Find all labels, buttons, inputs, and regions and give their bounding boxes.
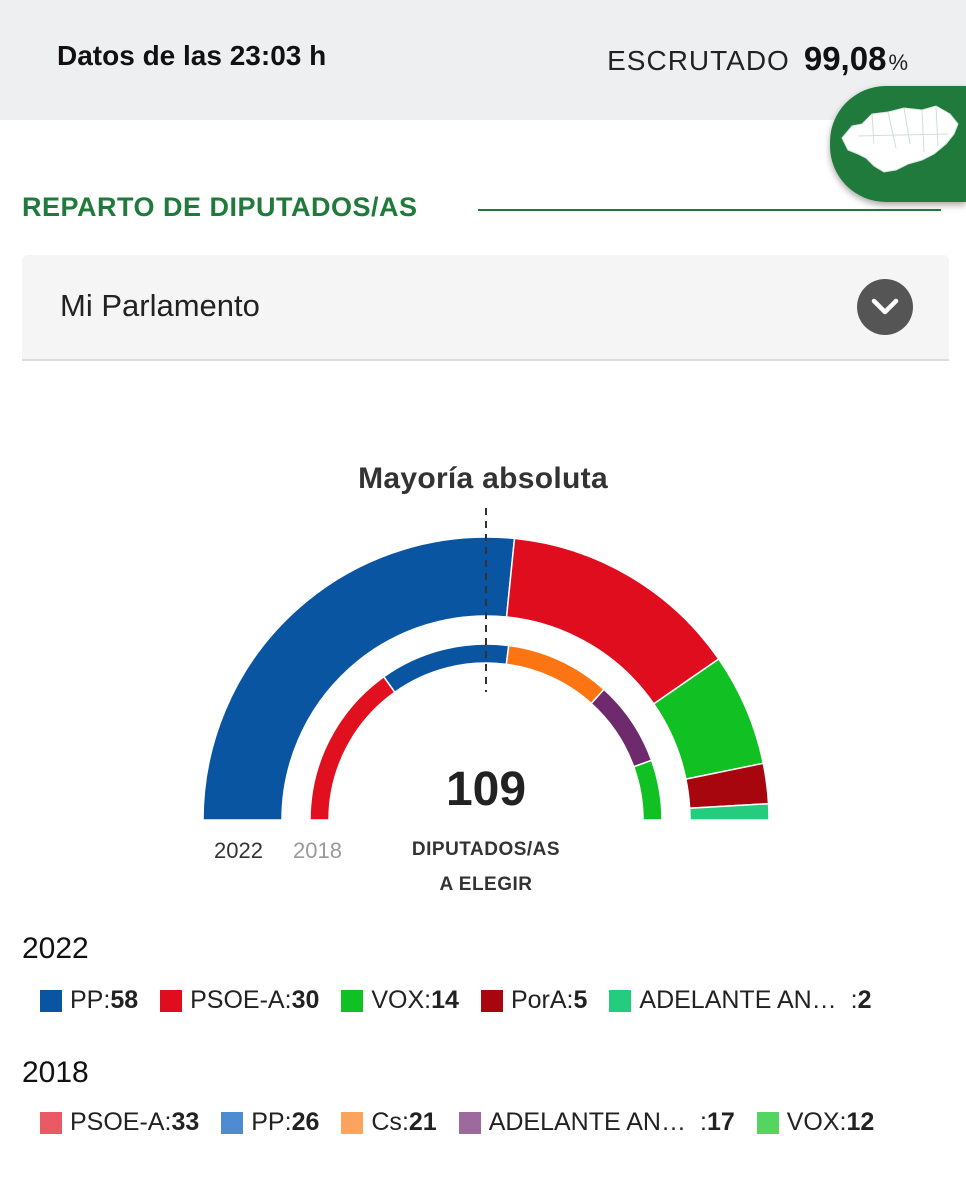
- legend-item: ADELANTE AN…:2: [609, 986, 872, 1015]
- legend-swatch: [160, 989, 183, 1012]
- scrutiny-value: 99,08: [803, 40, 887, 77]
- legend-item: PSOE-A:30: [160, 986, 319, 1015]
- legend-item: PSOE-A:33: [40, 1108, 199, 1137]
- total-caption-line2: A ELEGIR: [439, 874, 533, 895]
- andalusia-map-icon: [841, 105, 959, 173]
- chevron-down-icon[interactable]: [857, 279, 913, 335]
- legend-swatch: [458, 1111, 481, 1134]
- scrutiny-unit: %: [888, 50, 908, 75]
- section-title: REPARTO DE DIPUTADOS/AS: [22, 192, 418, 222]
- total-caption-line1: DIPUTADOS/AS: [411, 839, 561, 860]
- legend-2018: PSOE-A:33 PP:26 Cs:21 ADELANTE AN…:17 VO…: [40, 1108, 896, 1137]
- legend-swatch: [756, 1111, 779, 1134]
- ring-label-2022: 2022: [214, 838, 263, 863]
- seat-arc-2018-cs[interactable]: [505, 644, 606, 705]
- selector-value: Mi Parlamento: [60, 288, 260, 323]
- legend-swatch: [341, 1111, 364, 1134]
- legend-item: Cs:21: [341, 1108, 437, 1137]
- majority-label: Mayoría absoluta: [358, 462, 608, 495]
- seat-arc-2018-adelante-an[interactable]: [590, 688, 653, 768]
- parliament-selector[interactable]: Mi Parlamento: [22, 255, 949, 361]
- legend-swatch: [221, 1111, 244, 1134]
- ring-label-2018: 2018: [293, 838, 342, 863]
- legend-item: ADELANTE AN…:17: [458, 1108, 735, 1137]
- region-map-button[interactable]: [830, 86, 966, 202]
- seat-arc-2022-psoe-a[interactable]: [505, 537, 720, 705]
- scrutiny-label: ESCRUTADO: [607, 45, 790, 76]
- legend-swatch: [40, 989, 62, 1012]
- seat-arc-2018-vox[interactable]: [632, 759, 663, 821]
- legend-item: VOX:14: [341, 986, 459, 1015]
- legend-year-2018: 2018: [22, 1056, 89, 1089]
- seat-arc-2022-adelante-an[interactable]: [688, 802, 770, 821]
- legend-year-2022: 2022: [22, 932, 89, 965]
- status-bar: Datos de las 23:03 h ESCRUTADO 99,08 %: [0, 0, 966, 120]
- legend-item: PP:58: [40, 986, 138, 1015]
- data-timestamp: Datos de las 23:03 h: [57, 40, 327, 71]
- legend-2022: PP:58 PSOE-A:30 VOX:14 PorA:5 ADELANTE A…: [40, 986, 894, 1015]
- legend-item: PorA:5: [480, 986, 587, 1015]
- total-caption: DIPUTADOS/AS A ELEGIR: [386, 832, 586, 902]
- legend-swatch: [609, 989, 632, 1012]
- scrutiny-status: ESCRUTADO 99,08 %: [607, 40, 908, 78]
- legend-swatch: [40, 1111, 62, 1134]
- total-seats: 109: [445, 763, 527, 816]
- legend-item: VOX:12: [756, 1108, 874, 1137]
- section-divider: [478, 209, 941, 211]
- seat-arc-2018-pp[interactable]: [382, 643, 510, 694]
- seat-arc-2022-pp[interactable]: [202, 536, 516, 821]
- legend-item: PP:26: [221, 1108, 319, 1137]
- legend-swatch: [341, 989, 364, 1012]
- legend-swatch: [480, 989, 503, 1012]
